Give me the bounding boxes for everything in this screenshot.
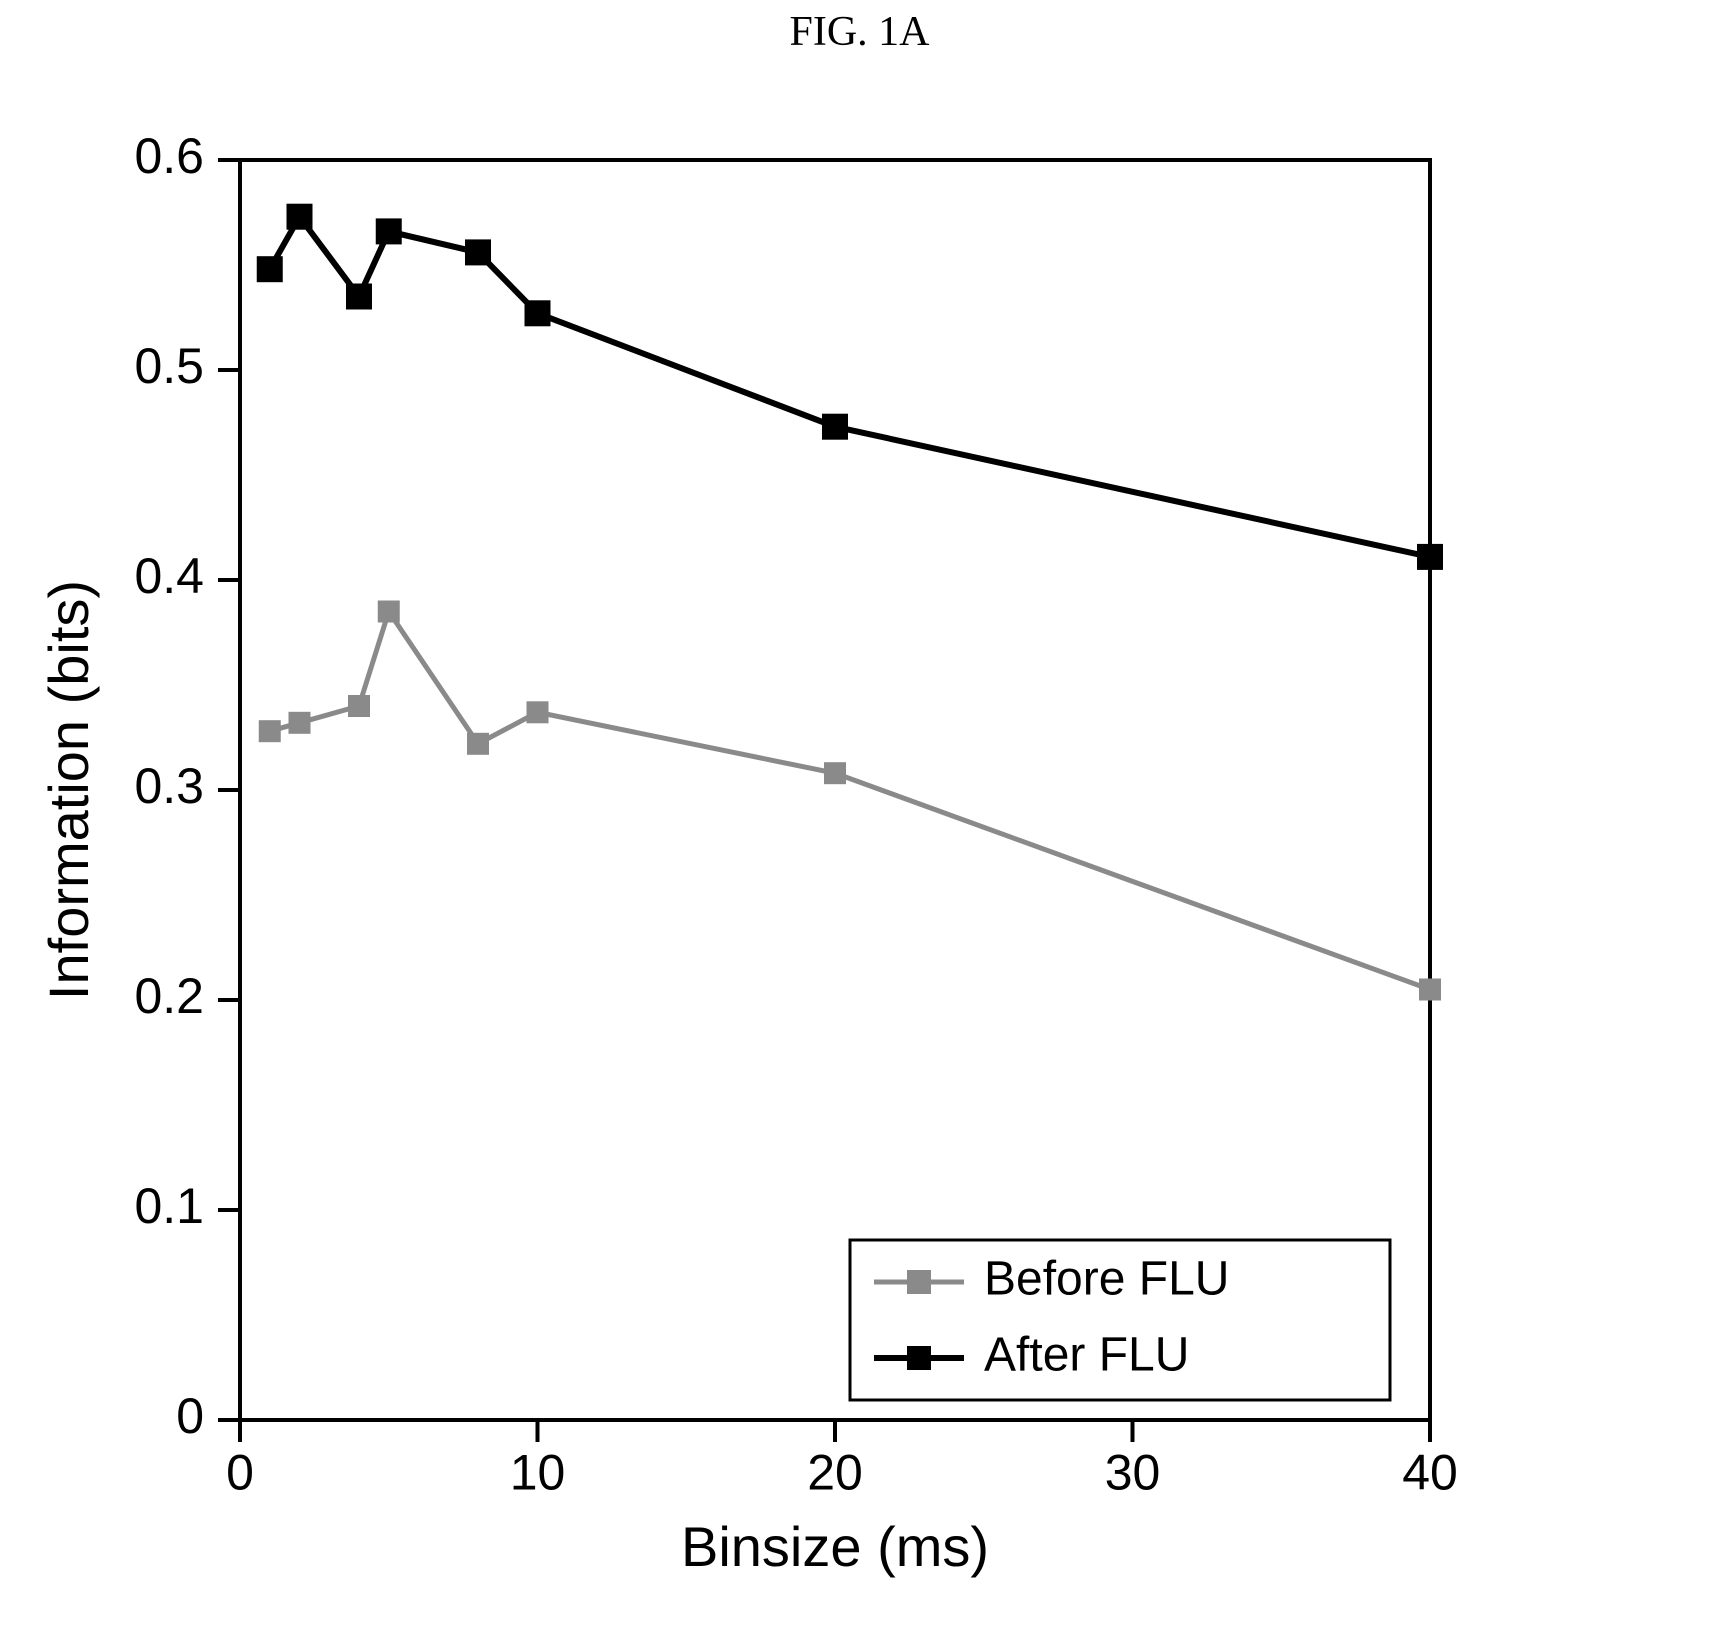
chart-container: 0 0.1 0.2 0.3 0.4 0.5 0.6 0 10 20 30 40 Binsize (ms)… [0, 0, 1719, 1647]
series-marker [1417, 544, 1443, 570]
legend-marker [907, 1346, 931, 1370]
legend: Before FLU After FLU [850, 1240, 1390, 1400]
y-tick-label: 0 [176, 1388, 204, 1444]
line-chart: 0 0.1 0.2 0.3 0.4 0.5 0.6 0 10 20 30 40 Binsize (ms)… [0, 0, 1719, 1647]
series-marker [824, 762, 846, 784]
y-tick-label: 0.5 [134, 338, 204, 394]
plot-frame [240, 160, 1430, 1420]
series-line [270, 217, 1430, 557]
series-line [270, 612, 1430, 990]
series-marker [527, 701, 549, 723]
series-marker [346, 284, 372, 310]
y-tick-label: 0.6 [134, 128, 204, 184]
series-marker [259, 720, 281, 742]
series-marker [376, 218, 402, 244]
x-tick-label: 10 [510, 1445, 566, 1501]
page: FIG. 1A 00.10.20.30.40.50.6010203040Bins… [0, 0, 1719, 1647]
x-axis-label: Binsize (ms) [681, 1515, 989, 1578]
legend-label: Before FLU [984, 1253, 1229, 1306]
series-marker [378, 601, 400, 623]
series-marker [1419, 979, 1441, 1001]
legend-label: After FLU [984, 1329, 1189, 1382]
y-tick-label: 0.1 [134, 1178, 204, 1234]
x-tick-label: 0 [226, 1445, 254, 1501]
x-tick-label: 40 [1402, 1445, 1458, 1501]
series-marker [525, 300, 551, 326]
series-marker [465, 239, 491, 265]
y-axis-label: Information (bits) [37, 580, 100, 1000]
x-tick-label: 20 [807, 1445, 863, 1501]
y-tick-label: 0.2 [134, 968, 204, 1024]
x-tick-label: 30 [1105, 1445, 1161, 1501]
series-marker [467, 733, 489, 755]
legend-marker [907, 1270, 931, 1294]
series-marker [822, 414, 848, 440]
y-tick-label: 0.4 [134, 548, 204, 604]
series-marker [257, 256, 283, 282]
y-tick-label: 0.3 [134, 758, 204, 814]
series-marker [289, 712, 311, 734]
series-marker [348, 695, 370, 717]
series-marker [287, 204, 313, 230]
